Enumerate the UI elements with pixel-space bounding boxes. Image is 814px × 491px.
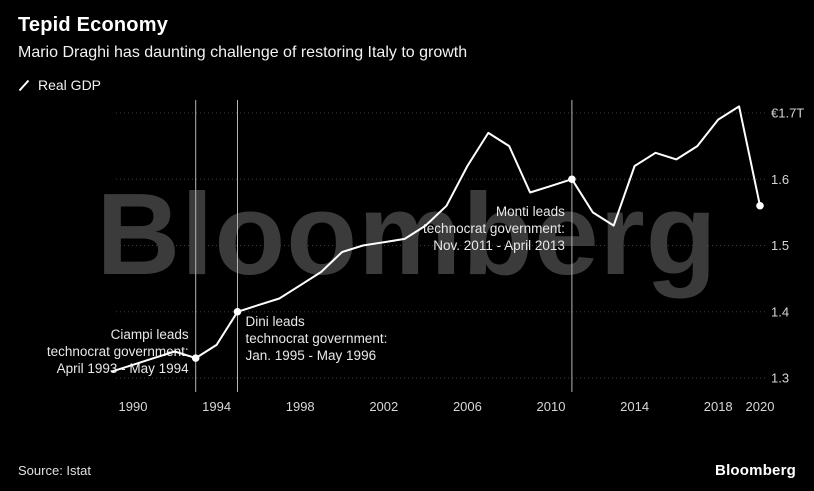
y-tick-label: 1.6 [771,172,789,187]
event-annotation: technocrat government: [246,331,388,346]
x-tick-label: 1998 [286,399,315,414]
x-tick-label: 2002 [369,399,398,414]
event-annotation: Ciampi leads [111,327,189,342]
legend-label: Real GDP [38,77,102,93]
event-annotation: technocrat government: [47,344,189,359]
source-label: Source: Istat [18,463,91,478]
y-tick-label: 1.5 [771,238,789,253]
data-point-marker [756,201,764,210]
event-annotation: Monti leads [496,204,565,219]
bloomberg-logo: Bloomberg [715,462,796,479]
chart-header: Tepid Economy Mario Draghi has daunting … [18,14,467,93]
y-tick-label: 1.4 [771,304,789,319]
x-tick-label: 2020 [746,399,775,414]
gdp-line [111,105,761,373]
x-tick-label: 2010 [537,399,566,414]
data-point-marker [233,307,242,316]
chart-subtitle: Mario Draghi has daunting challenge of r… [18,44,468,61]
x-tick-label: 1990 [119,399,148,414]
data-point-marker [191,354,200,362]
x-tick-label: 2014 [620,399,649,414]
legend: Real GDP [18,77,467,93]
x-tick-label: 2006 [453,399,482,414]
chart-title: Tepid Economy [18,14,169,36]
watermark: Bloomberg [96,169,718,299]
x-tick-label: 1994 [202,399,231,414]
line-series-icon [18,79,30,91]
event-annotation: technocrat government: [423,221,565,236]
event-annotation: Nov. 2011 - April 2013 [433,238,565,253]
event-annotation: Dini leads [246,314,306,329]
event-annotation: Jan. 1995 - May 1996 [246,348,377,363]
x-tick-label: 2018 [704,399,733,414]
data-point-marker [568,175,576,184]
chart-footer: Source: Istat Bloomberg [0,462,814,479]
y-tick-label: 1.3 [771,371,789,386]
y-tick-label: €1.7T [771,106,804,121]
